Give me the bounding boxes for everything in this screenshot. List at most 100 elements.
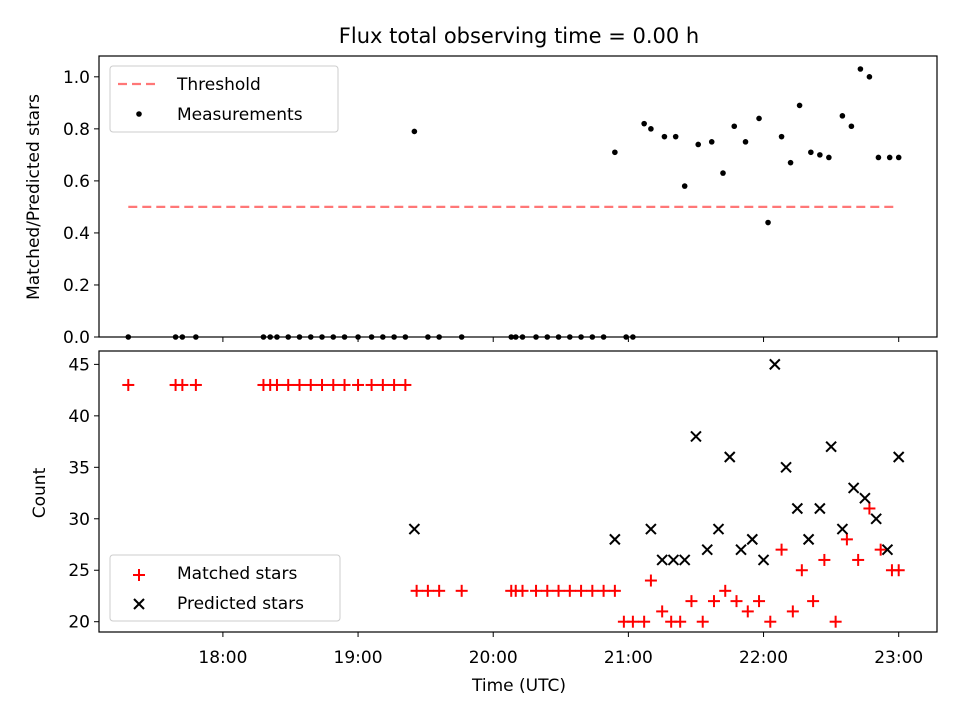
ytick-label: 1.0 <box>63 68 90 88</box>
predicted-star-point <box>836 523 849 535</box>
ytick-label: 0.8 <box>63 120 90 140</box>
matched-star-point <box>644 574 657 587</box>
matched-star-point <box>764 615 777 628</box>
matched-star-point <box>696 615 709 628</box>
measurement-point <box>425 334 431 340</box>
measurement-point <box>826 154 832 161</box>
measurement-point <box>589 334 596 340</box>
measurement-point <box>411 128 418 135</box>
matched-star-point <box>829 615 842 628</box>
matched-star-point <box>753 595 766 608</box>
predicted-star-point <box>825 441 837 453</box>
predicted-star-point <box>859 492 871 504</box>
matched-star-point <box>741 605 754 618</box>
predicted-star-point <box>746 533 758 546</box>
measurement-point <box>391 334 397 340</box>
ratio-legend: Threshold Measurements <box>109 65 339 133</box>
predicted-star-point <box>769 358 781 371</box>
measurement-point <box>731 123 738 130</box>
matched-star-point <box>365 378 378 391</box>
measurement-point <box>672 133 679 140</box>
predicted-x-b <box>678 554 691 566</box>
ytick-label: 0.0 <box>63 328 90 348</box>
count-legend: Matched stars Predicted stars <box>109 554 341 622</box>
predicted-x-b <box>724 451 736 463</box>
measurement-point <box>512 334 519 340</box>
predicted-star-point <box>870 513 882 525</box>
matched-star-point <box>807 595 820 608</box>
matched-star-point <box>388 378 401 391</box>
ytick-label: 25 <box>68 561 90 581</box>
predicted-x-b <box>847 482 860 494</box>
predicted-star-point <box>814 502 826 515</box>
measurement-point <box>600 334 607 340</box>
predicted-x-b <box>780 461 792 474</box>
measurement-point <box>857 66 864 72</box>
predicted-x-b <box>757 554 770 566</box>
matched-star-point <box>327 378 340 391</box>
matched-star-point <box>892 564 905 577</box>
predicted-x-b <box>791 502 804 515</box>
xtick-label: 23:00 <box>874 648 923 668</box>
measurement-point <box>267 334 274 340</box>
measurement-point <box>519 334 526 340</box>
predicted-star-point <box>780 461 792 474</box>
predicted-star-point <box>609 533 621 546</box>
predicted-star-point <box>690 430 702 443</box>
measurement-point <box>612 149 618 156</box>
matched-star-point <box>563 584 576 597</box>
measurement-point <box>695 141 702 148</box>
measurement-point <box>260 334 267 340</box>
predicted-x-b <box>609 533 621 546</box>
measurement-point <box>544 334 551 340</box>
legend-threshold-label: Threshold <box>176 75 261 95</box>
measurement-point <box>661 133 668 140</box>
measurement-point <box>848 123 855 130</box>
measurement-point <box>808 149 814 156</box>
measurement-point <box>886 154 893 161</box>
matched-star-point <box>863 502 876 515</box>
measurement-point <box>567 334 573 340</box>
measurement-point <box>319 334 325 340</box>
ytick-label: 0.4 <box>63 224 90 244</box>
measurement-point <box>274 334 280 340</box>
predicted-x-b <box>656 554 668 566</box>
ytick-label: 45 <box>68 355 90 375</box>
predicted-x-b <box>814 502 826 515</box>
measurement-point <box>296 334 303 340</box>
measurement-point <box>179 334 186 340</box>
matched-star-point <box>597 584 610 597</box>
predicted-star-point <box>791 502 804 515</box>
predicted-x-b <box>870 513 882 525</box>
measurement-point <box>341 334 348 340</box>
predicted-x-b <box>802 533 815 546</box>
matched-star-point <box>719 584 732 597</box>
measurement-point <box>555 334 562 340</box>
ratio-panel-yticks: 0.0 0.2 0.4 0.6 0.8 1.0 <box>63 68 99 348</box>
xtick-label: 20:00 <box>469 648 518 668</box>
matched-star-point <box>122 378 135 391</box>
ytick-label: 30 <box>68 510 90 530</box>
measurement-point <box>402 334 409 340</box>
measurement-point <box>681 183 688 189</box>
measurement-point <box>778 133 785 140</box>
measurement-point <box>285 334 292 340</box>
measurement-point <box>648 126 654 132</box>
matched-star-point <box>638 615 651 628</box>
measurement-point <box>641 120 647 127</box>
matched-star-point <box>852 553 865 566</box>
ytick-label: 40 <box>68 407 90 427</box>
ratio-legend-box <box>109 65 339 133</box>
measurement-point <box>787 159 794 166</box>
predicted-x-b <box>667 554 680 566</box>
matched-star-point <box>304 378 317 391</box>
count-panel: Count Time (UTC) 20 25 30 35 40 45 18:00 19:00… <box>30 350 938 696</box>
matched-star-point <box>399 378 412 391</box>
ytick-label: 20 <box>68 613 90 633</box>
predicted-star-point <box>656 554 668 566</box>
ratio-panel-ylabel: Matched/Predicted stars <box>24 94 44 300</box>
matched-star-point <box>730 595 743 608</box>
legend-predicted-swatch <box>133 598 145 610</box>
chart-title: Flux total observing time = 0.00 h <box>339 24 699 48</box>
matched-star-point <box>840 533 853 546</box>
